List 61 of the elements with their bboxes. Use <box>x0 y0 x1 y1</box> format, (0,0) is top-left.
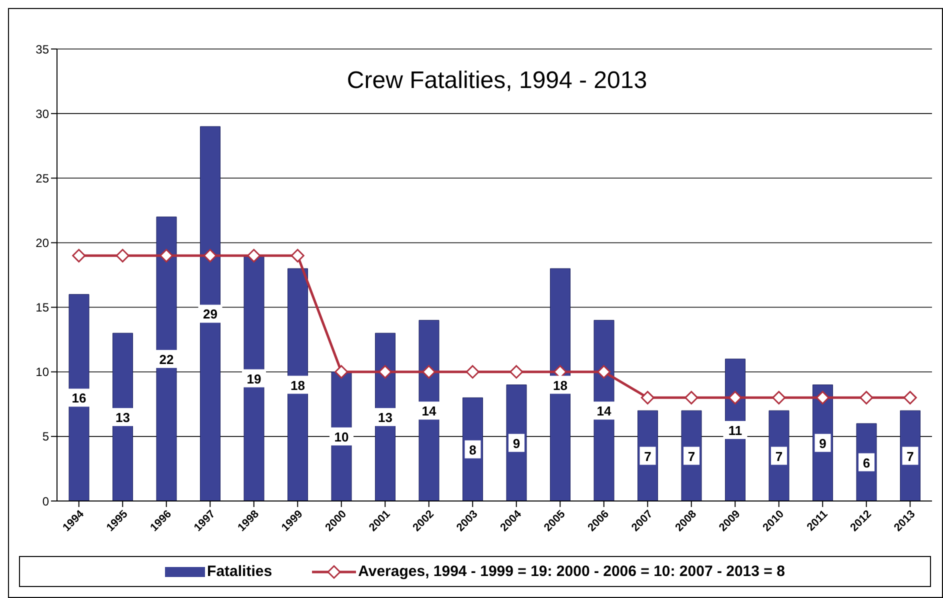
data-label: 18 <box>553 378 568 393</box>
point <box>816 390 830 404</box>
legend-label: Fatalities <box>207 563 272 580</box>
y-tick-label: 15 <box>36 300 50 315</box>
data-label: 9 <box>819 436 826 451</box>
point <box>290 248 304 262</box>
point <box>903 390 917 404</box>
point <box>466 365 480 379</box>
data-label: 10 <box>334 429 349 444</box>
point <box>510 365 524 379</box>
bar <box>462 397 483 501</box>
bar <box>550 268 570 501</box>
data-label: 13 <box>378 410 392 426</box>
bar <box>68 294 90 501</box>
point <box>378 365 392 379</box>
point <box>860 390 874 404</box>
bar <box>506 384 527 501</box>
bar <box>681 410 702 501</box>
y-tick-label: 0 <box>42 494 50 508</box>
point <box>203 248 217 262</box>
y-tick-label: 5 <box>42 430 50 444</box>
data-label: 14 <box>422 404 437 419</box>
bar <box>594 320 614 501</box>
point <box>640 390 654 404</box>
data-label: 8 <box>469 442 476 458</box>
data-label: 7 <box>644 448 652 464</box>
data-label: 29 <box>203 306 218 322</box>
point <box>728 390 742 404</box>
bar <box>418 320 440 501</box>
point <box>116 248 130 262</box>
data-label: 22 <box>159 352 174 367</box>
point <box>160 248 174 262</box>
y-tick-label: 30 <box>36 106 50 121</box>
point <box>597 365 611 379</box>
legend-label: Averages, 1994 - 1999 = 19: 2000 - 2006 = 10: 2007 - 2013 = 8 <box>358 563 785 580</box>
data-label: 9 <box>512 436 520 451</box>
point <box>684 390 698 404</box>
point <box>72 248 86 262</box>
y-tick-label: 20 <box>36 236 50 250</box>
bar <box>288 268 308 501</box>
y-tick-label: 25 <box>36 171 50 186</box>
y-tick-label: 35 <box>36 42 50 56</box>
y-tick-label: 10 <box>36 365 50 380</box>
text: Crew Fatalities, 1994 - 2013 <box>346 67 648 95</box>
data-label: 7 <box>688 448 696 464</box>
data-label: 6 <box>862 455 870 470</box>
point <box>334 365 348 379</box>
bar <box>768 410 790 501</box>
point <box>247 248 261 262</box>
bar <box>244 255 264 501</box>
data-label: 13 <box>116 410 130 426</box>
data-label: 19 <box>246 371 262 386</box>
data-label: 7 <box>906 448 914 464</box>
data-label: 14 <box>596 404 612 419</box>
data-label: 7 <box>775 448 783 464</box>
data-label: 11 <box>728 422 742 438</box>
bar <box>156 216 177 501</box>
point <box>772 390 786 404</box>
data-label: 16 <box>72 390 86 406</box>
point <box>422 365 436 379</box>
data-label: 18 <box>290 378 305 393</box>
